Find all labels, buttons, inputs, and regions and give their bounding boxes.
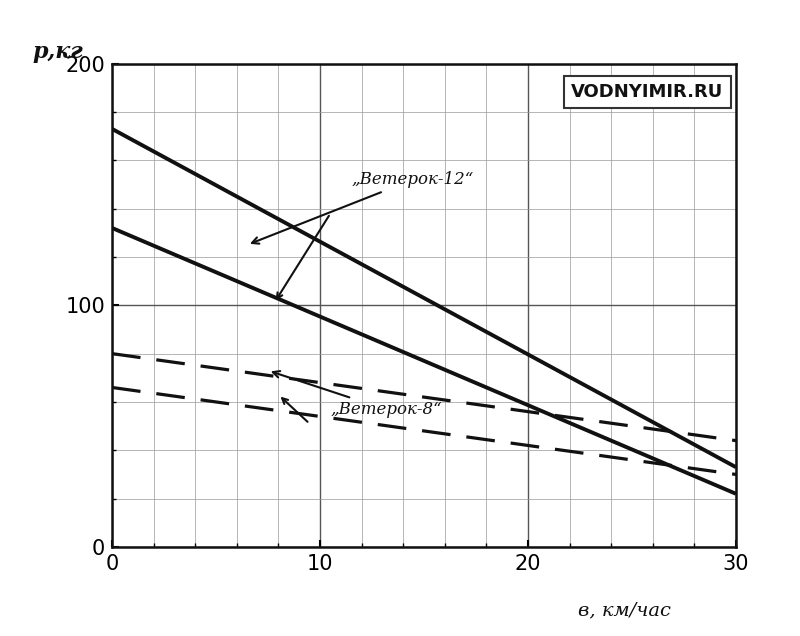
Text: VODNYIMIR.RU: VODNYIMIR.RU xyxy=(571,83,723,101)
Text: „Ветерок-8“: „Ветерок-8“ xyxy=(273,371,442,418)
Text: „Ветерок-12“: „Ветерок-12“ xyxy=(252,172,474,244)
Text: р,кг: р,кг xyxy=(32,41,82,64)
Text: в, км/час: в, км/час xyxy=(578,601,670,619)
